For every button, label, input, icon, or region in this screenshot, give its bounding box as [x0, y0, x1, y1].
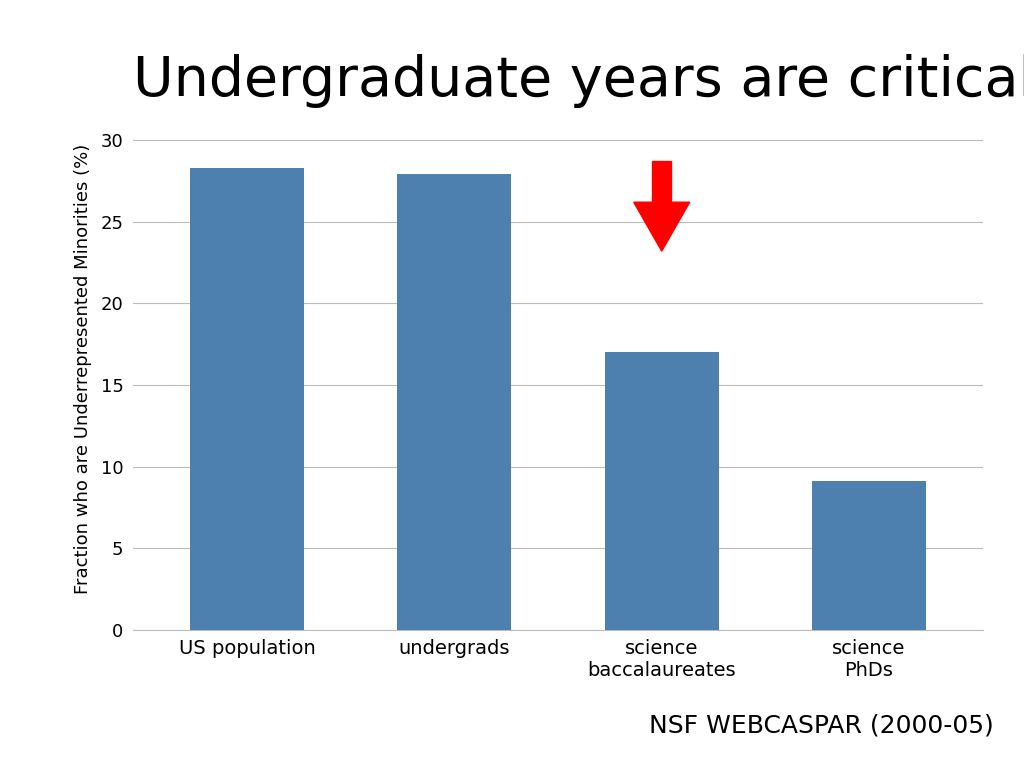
Y-axis label: Fraction who are Underrepresented Minorities (%): Fraction who are Underrepresented Minori…: [74, 144, 92, 594]
Bar: [605, 353, 719, 630]
Polygon shape: [634, 202, 690, 251]
Text: NSF WEBCASPAR (2000-05): NSF WEBCASPAR (2000-05): [648, 713, 993, 737]
Bar: [812, 482, 926, 630]
Bar: [652, 161, 671, 202]
Bar: [190, 168, 304, 630]
Text: Undergraduate years are critical: Undergraduate years are critical: [133, 54, 1024, 108]
Bar: [397, 174, 511, 630]
